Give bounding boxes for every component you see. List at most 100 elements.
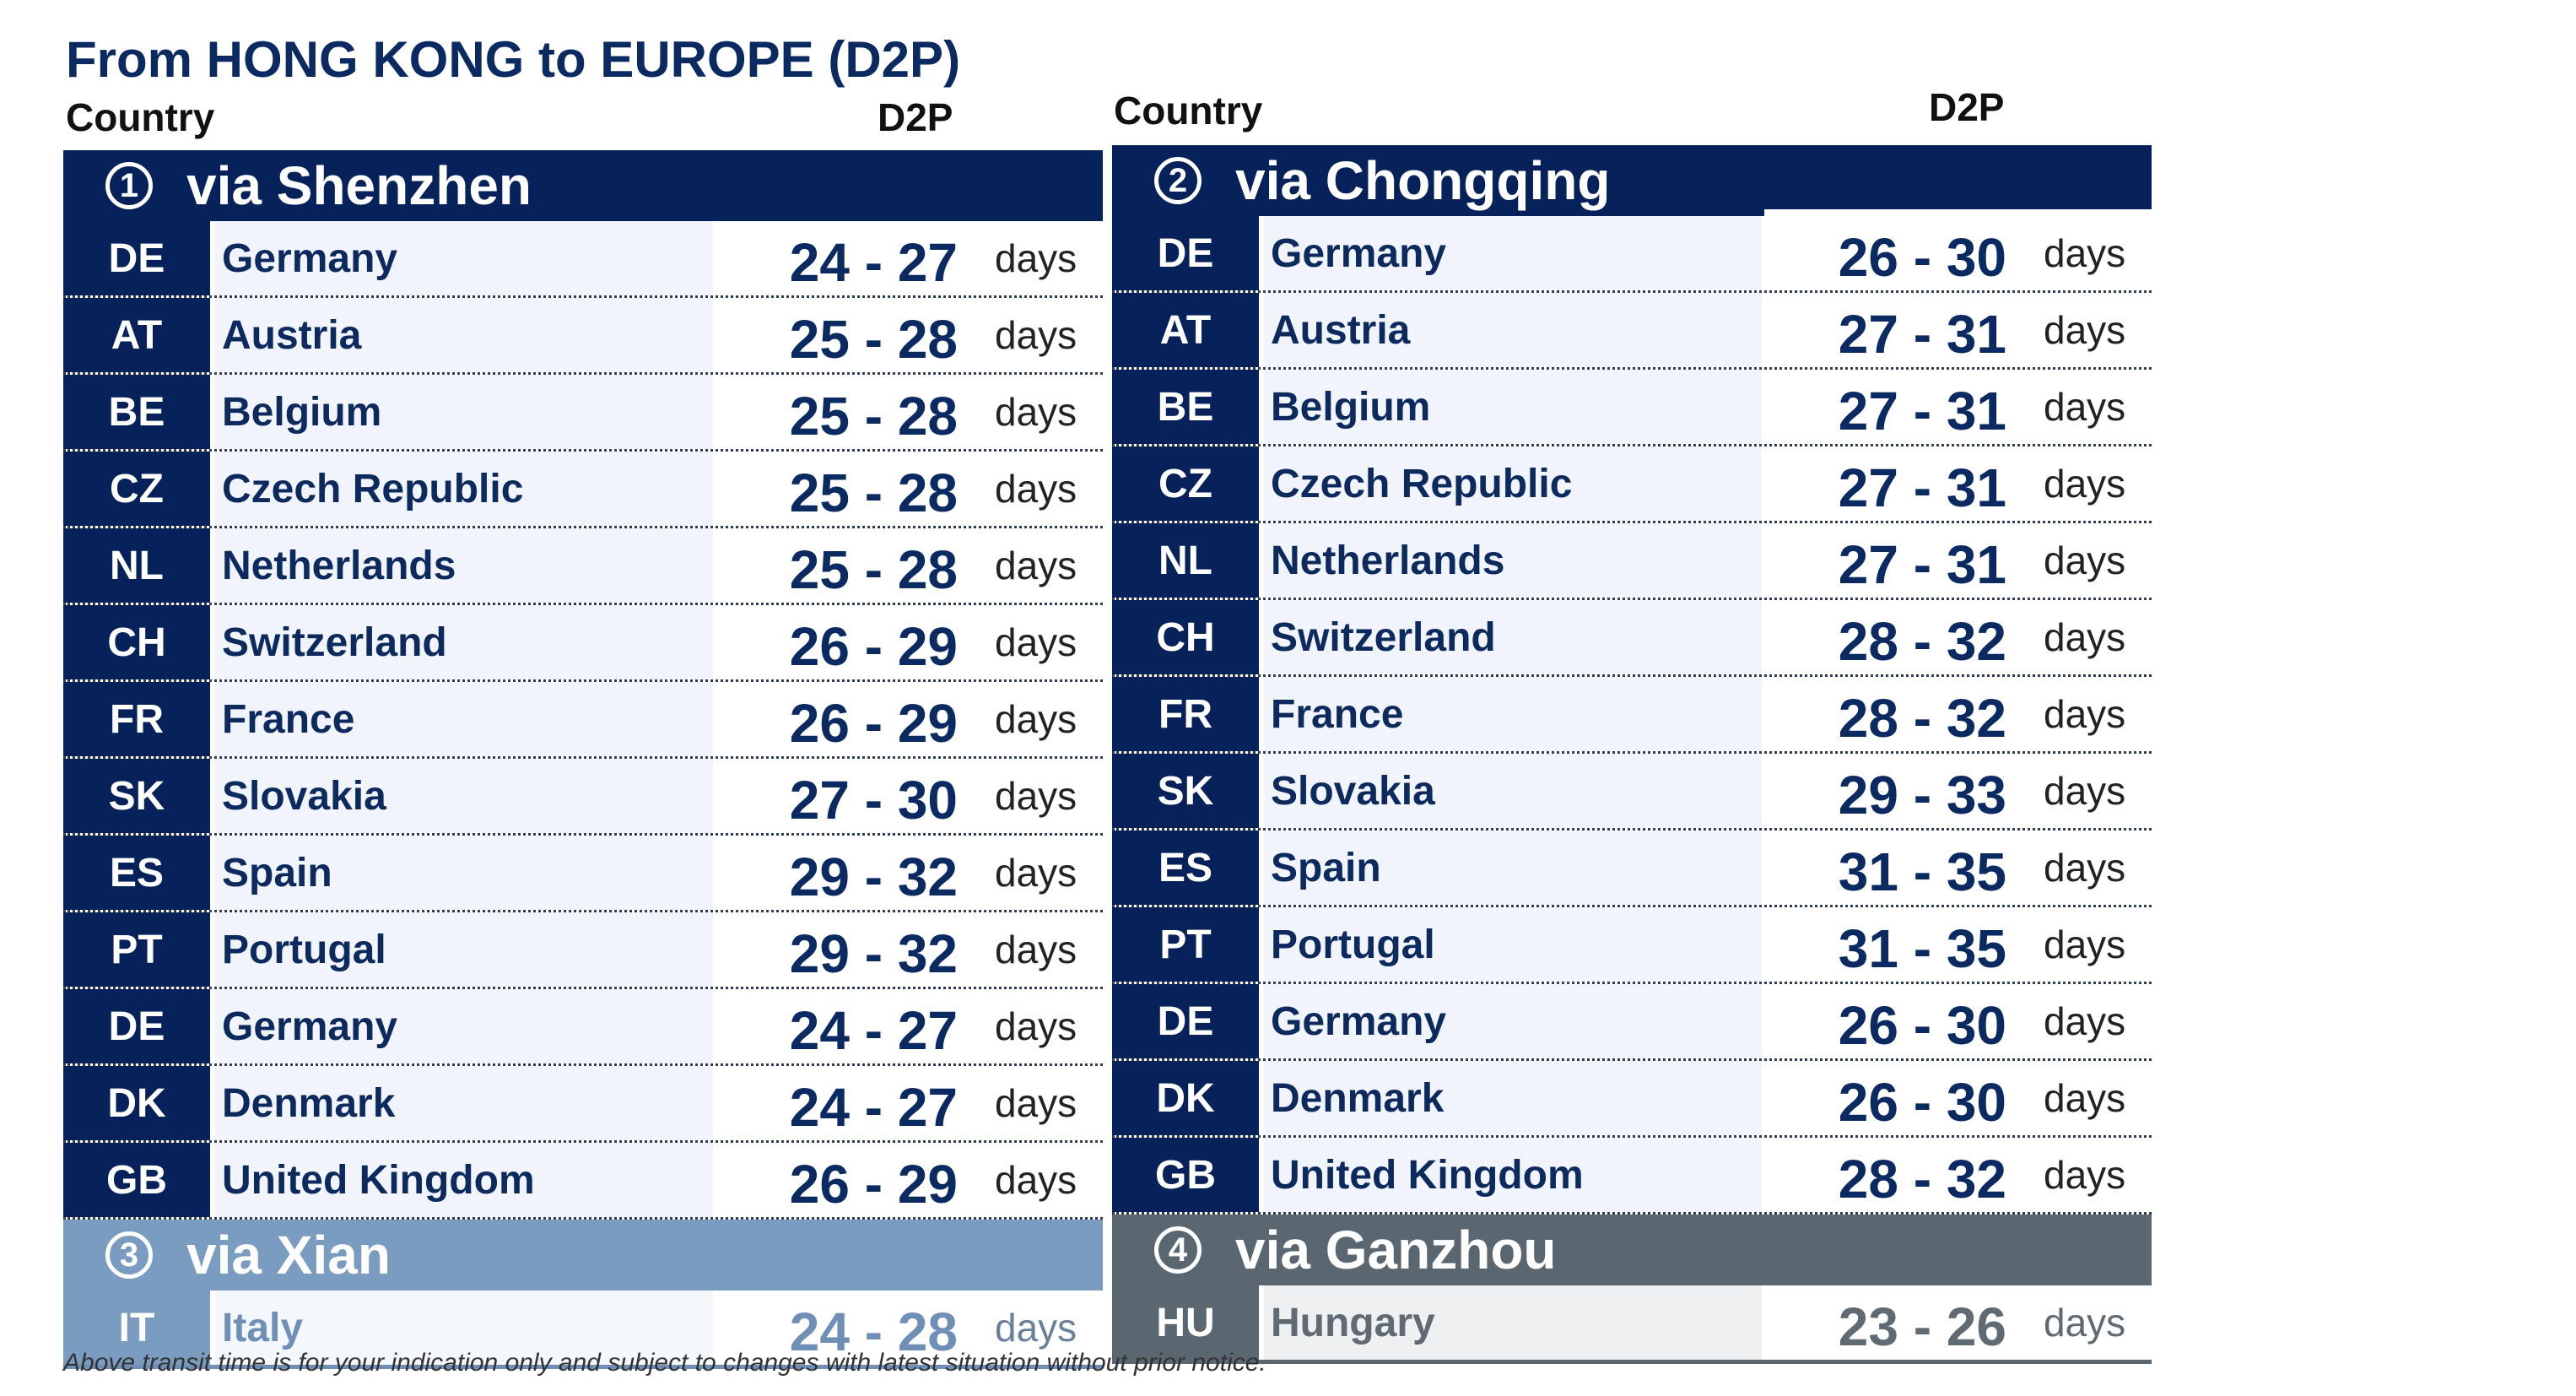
country-name: Belgium — [1264, 370, 1762, 444]
transit-days-range: 28 - 32 — [1838, 688, 2006, 749]
table-row: FR France 26 - 29 days — [63, 682, 1103, 759]
country-code: SK — [63, 759, 210, 833]
table-row: GB United Kingdom 26 - 29 days — [63, 1143, 1103, 1220]
days-unit: days — [995, 1158, 1077, 1202]
country-code: BE — [1112, 370, 1259, 444]
country-code: AT — [63, 298, 210, 372]
table-row: DE Germany 24 - 27 days — [63, 221, 1103, 298]
transit-days-range: 23 - 26 — [1838, 1296, 2006, 1357]
transit-days-range: 26 - 29 — [789, 693, 958, 754]
days-unit: days — [2044, 1153, 2126, 1197]
country-code: DK — [63, 1066, 210, 1140]
days-unit: days — [2044, 308, 2126, 352]
country-code: AT — [1112, 293, 1259, 367]
table-row: IT Italy 24 - 28 days — [63, 1290, 1103, 1369]
days-unit: days — [995, 1081, 1077, 1125]
country-name: Germany — [215, 989, 713, 1063]
days-unit: days — [995, 620, 1077, 664]
table-row: FR France 28 - 32 days — [1112, 677, 2152, 754]
country-name: Czech Republic — [1264, 446, 1762, 521]
country-code: ES — [63, 836, 210, 910]
left-rows: DE Germany 24 - 27 days AT Austria 25 - 28 days… — [63, 221, 1103, 1220]
table-row: BE Belgium 25 - 28 days — [63, 375, 1103, 452]
transit-days-range: 31 - 35 — [1838, 841, 2006, 902]
transit-days-range: 24 - 27 — [789, 232, 958, 293]
country-code: DE — [63, 221, 210, 295]
country-name: Portugal — [1264, 907, 1762, 982]
table-row: DK Denmark 24 - 27 days — [63, 1066, 1103, 1143]
country-name: Belgium — [215, 375, 713, 449]
table-row: SK Slovakia 29 - 33 days — [1112, 754, 2152, 831]
country-name: Denmark — [215, 1066, 713, 1140]
right-d2p-header: D2P — [1929, 85, 2005, 129]
left-d2p-header: D2P — [878, 95, 953, 139]
country-name: Germany — [215, 221, 713, 295]
left-table: 1 via Shenzhen DE Germany 24 - 27 days AT Aus… — [63, 150, 1103, 1369]
country-code: GB — [63, 1143, 210, 1217]
country-name: Slovakia — [215, 759, 713, 833]
country-name: Switzerland — [215, 605, 713, 679]
section-label: via Xian — [186, 1225, 391, 1285]
country-code: CZ — [63, 452, 210, 526]
days-unit: days — [995, 1004, 1077, 1048]
days-unit: days — [2044, 538, 2126, 582]
country-code: DE — [63, 989, 210, 1063]
country-code: DE — [1112, 216, 1259, 290]
transit-days-range: 31 - 35 — [1838, 918, 2006, 979]
days-unit: days — [2044, 462, 2126, 506]
table-row: AT Austria 27 - 31 days — [1112, 293, 2152, 370]
table-row: BE Belgium 27 - 31 days — [1112, 370, 2152, 446]
section-number-badge: 4 — [1154, 1226, 1202, 1274]
country-code: BE — [63, 375, 210, 449]
country-code: FR — [63, 682, 210, 756]
days-unit: days — [2044, 1076, 2126, 1120]
country-name: Hungary — [1264, 1285, 1762, 1360]
transit-days-range: 24 - 27 — [789, 1077, 958, 1138]
transit-days-range: 26 - 29 — [789, 1154, 958, 1215]
country-code: SK — [1112, 754, 1259, 828]
table-row: NL Netherlands 25 - 28 days — [63, 528, 1103, 605]
table-row: ES Spain 29 - 32 days — [63, 836, 1103, 912]
header-notch — [1764, 209, 2152, 216]
section-header-chongqing: 2 via Chongqing — [1112, 145, 2152, 216]
transit-days-range: 25 - 28 — [789, 309, 958, 370]
country-code: FR — [1112, 677, 1259, 751]
table-row: DE Germany 26 - 30 days — [1112, 216, 2152, 293]
days-unit: days — [995, 1306, 1077, 1350]
table-row: CH Switzerland 26 - 29 days — [63, 605, 1103, 682]
country-code: ES — [1112, 831, 1259, 905]
transit-days-range: 25 - 28 — [789, 463, 958, 523]
table-row: CH Switzerland 28 - 32 days — [1112, 600, 2152, 677]
transit-days-range: 26 - 29 — [789, 616, 958, 677]
country-name: Portugal — [215, 912, 713, 987]
section-header-xian: 3 via Xian — [63, 1220, 1103, 1290]
transit-days-range: 24 - 28 — [789, 1301, 958, 1362]
country-name: United Kingdom — [1264, 1138, 1762, 1212]
transit-days-range: 26 - 30 — [1838, 1072, 2006, 1133]
country-name: Spain — [215, 836, 713, 910]
transit-days-range: 27 - 31 — [1838, 381, 2006, 441]
country-name: Spain — [1264, 831, 1762, 905]
table-row: SK Slovakia 27 - 30 days — [63, 759, 1103, 836]
country-name: Italy — [215, 1290, 713, 1365]
right-table: 2 via Chongqing DE Germany 26 - 30 days AT Au… — [1112, 145, 2152, 1364]
table-row: PT Portugal 31 - 35 days — [1112, 907, 2152, 984]
transit-days-range: 25 - 28 — [789, 539, 958, 600]
country-code: CH — [63, 605, 210, 679]
days-unit: days — [2044, 231, 2126, 275]
table-row: DE Germany 24 - 27 days — [63, 989, 1103, 1066]
days-unit: days — [995, 390, 1077, 434]
table-row: HU Hungary 23 - 26 days — [1112, 1285, 2152, 1364]
transit-days-range: 27 - 31 — [1838, 457, 2006, 518]
days-unit: days — [2044, 923, 2126, 966]
right-country-header: Country — [1114, 89, 1263, 133]
country-name: United Kingdom — [215, 1143, 713, 1217]
country-code: CZ — [1112, 446, 1259, 521]
disclaimer-footnote: Above transit time is for your indicatio… — [63, 1349, 1266, 1377]
table-row: NL Netherlands 27 - 31 days — [1112, 523, 2152, 600]
section-label: via Shenzhen — [186, 155, 532, 216]
country-name: Austria — [215, 298, 713, 372]
days-unit: days — [995, 697, 1077, 741]
country-code: IT — [63, 1290, 210, 1365]
